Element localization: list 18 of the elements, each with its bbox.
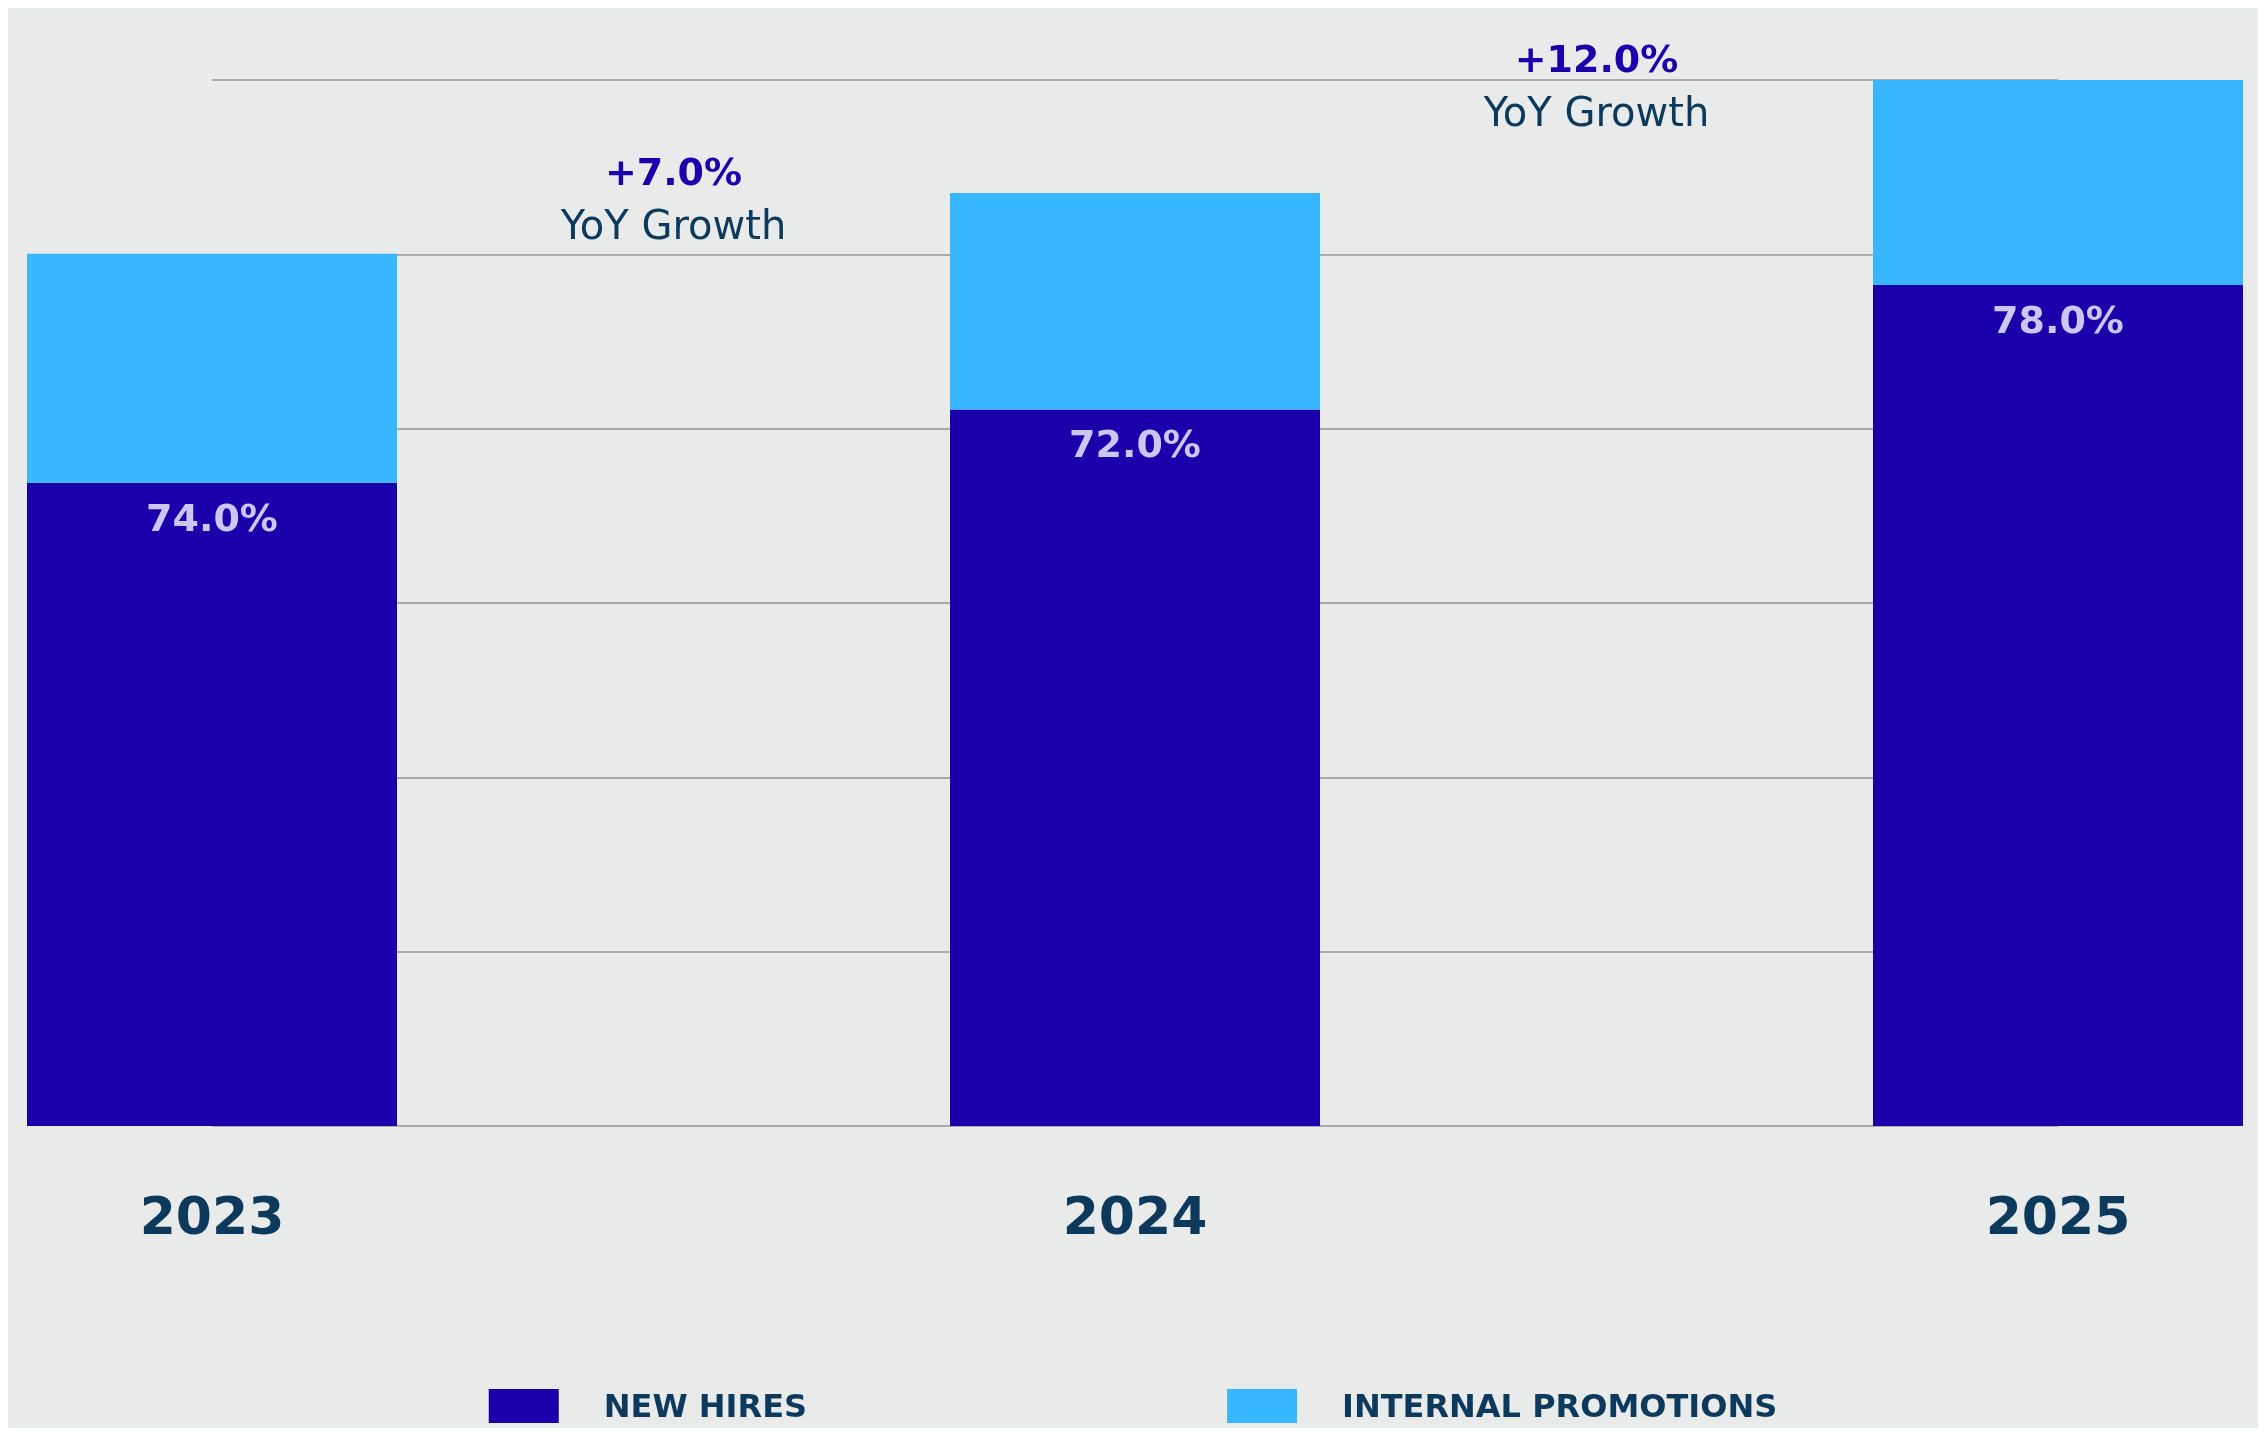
annotation: 72.0% (1069, 422, 1201, 467)
annotation: +7.0% (604, 149, 743, 194)
bar (1873, 285, 2243, 1126)
annotation: YoY Growth (559, 201, 787, 248)
x-tick-label: 2023 (139, 1186, 285, 1246)
x-tick-label: 2024 (1062, 1186, 1208, 1246)
legend-label: NEW HIRES (603, 1387, 808, 1425)
bar (950, 409, 1320, 1126)
annotation: +12.0% (1514, 37, 1679, 81)
annotation: 78.0% (1992, 298, 2124, 343)
bar (27, 482, 397, 1126)
x-tick-label: 2025 (1985, 1186, 2131, 1246)
annotation: 74.0% (146, 495, 278, 540)
annotation: YoY Growth (1482, 89, 1710, 135)
legend-label: INTERNAL PROMOTIONS (1342, 1387, 1778, 1425)
bar (950, 192, 1320, 410)
bar (27, 253, 397, 483)
bar (1873, 80, 2243, 286)
